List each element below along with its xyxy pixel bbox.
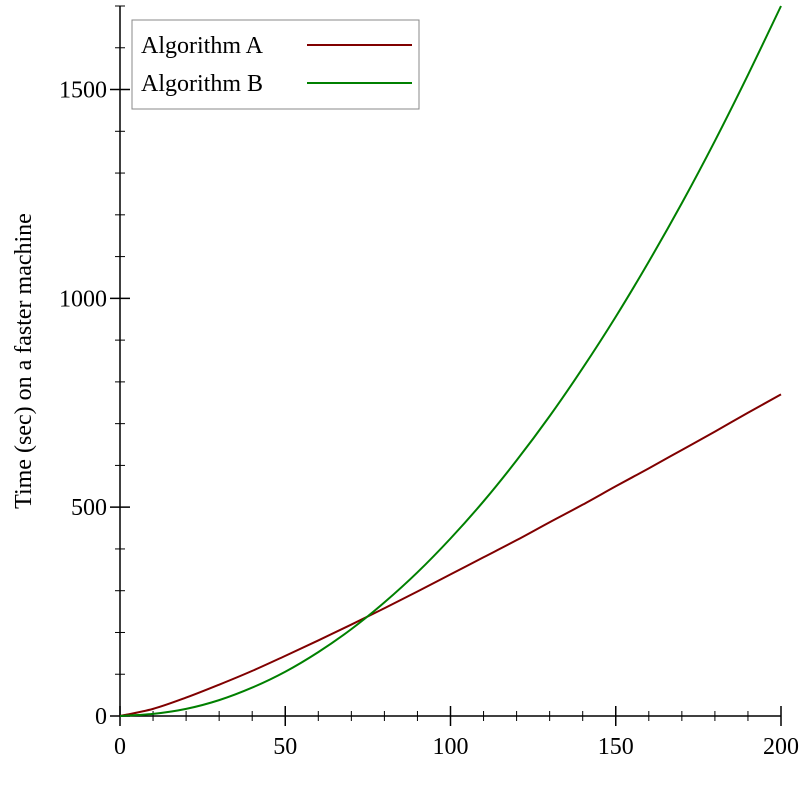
y-axis: 0 500 1000 1500: [59, 5, 130, 730]
legend-box: [131, 19, 420, 110]
legend-label: Algorithm B: [141, 71, 263, 97]
legend: Algorithm A Algorithm B: [131, 19, 420, 110]
x-tick-label: 100: [433, 734, 469, 760]
series-line-algorithm-b: [119, 5, 782, 717]
x-tick-label: 150: [598, 734, 634, 760]
y-tick-label: 1500: [59, 78, 107, 104]
x-tick-label: 50: [273, 734, 297, 760]
y-tick-label: 500: [71, 495, 107, 521]
x-axis: 0 50 100 150 200: [114, 706, 799, 760]
x-tick-label: 200: [763, 734, 799, 760]
y-tick-label: 1000: [59, 286, 107, 312]
legend-label: Algorithm A: [141, 33, 264, 59]
y-tick-label: 0: [95, 704, 107, 730]
y-axis-title: Time (sec) on a faster machine: [11, 213, 37, 509]
x-tick-label: 0: [114, 734, 126, 760]
series-layer: [119, 5, 782, 717]
series-line-algorithm-a: [119, 393, 782, 717]
